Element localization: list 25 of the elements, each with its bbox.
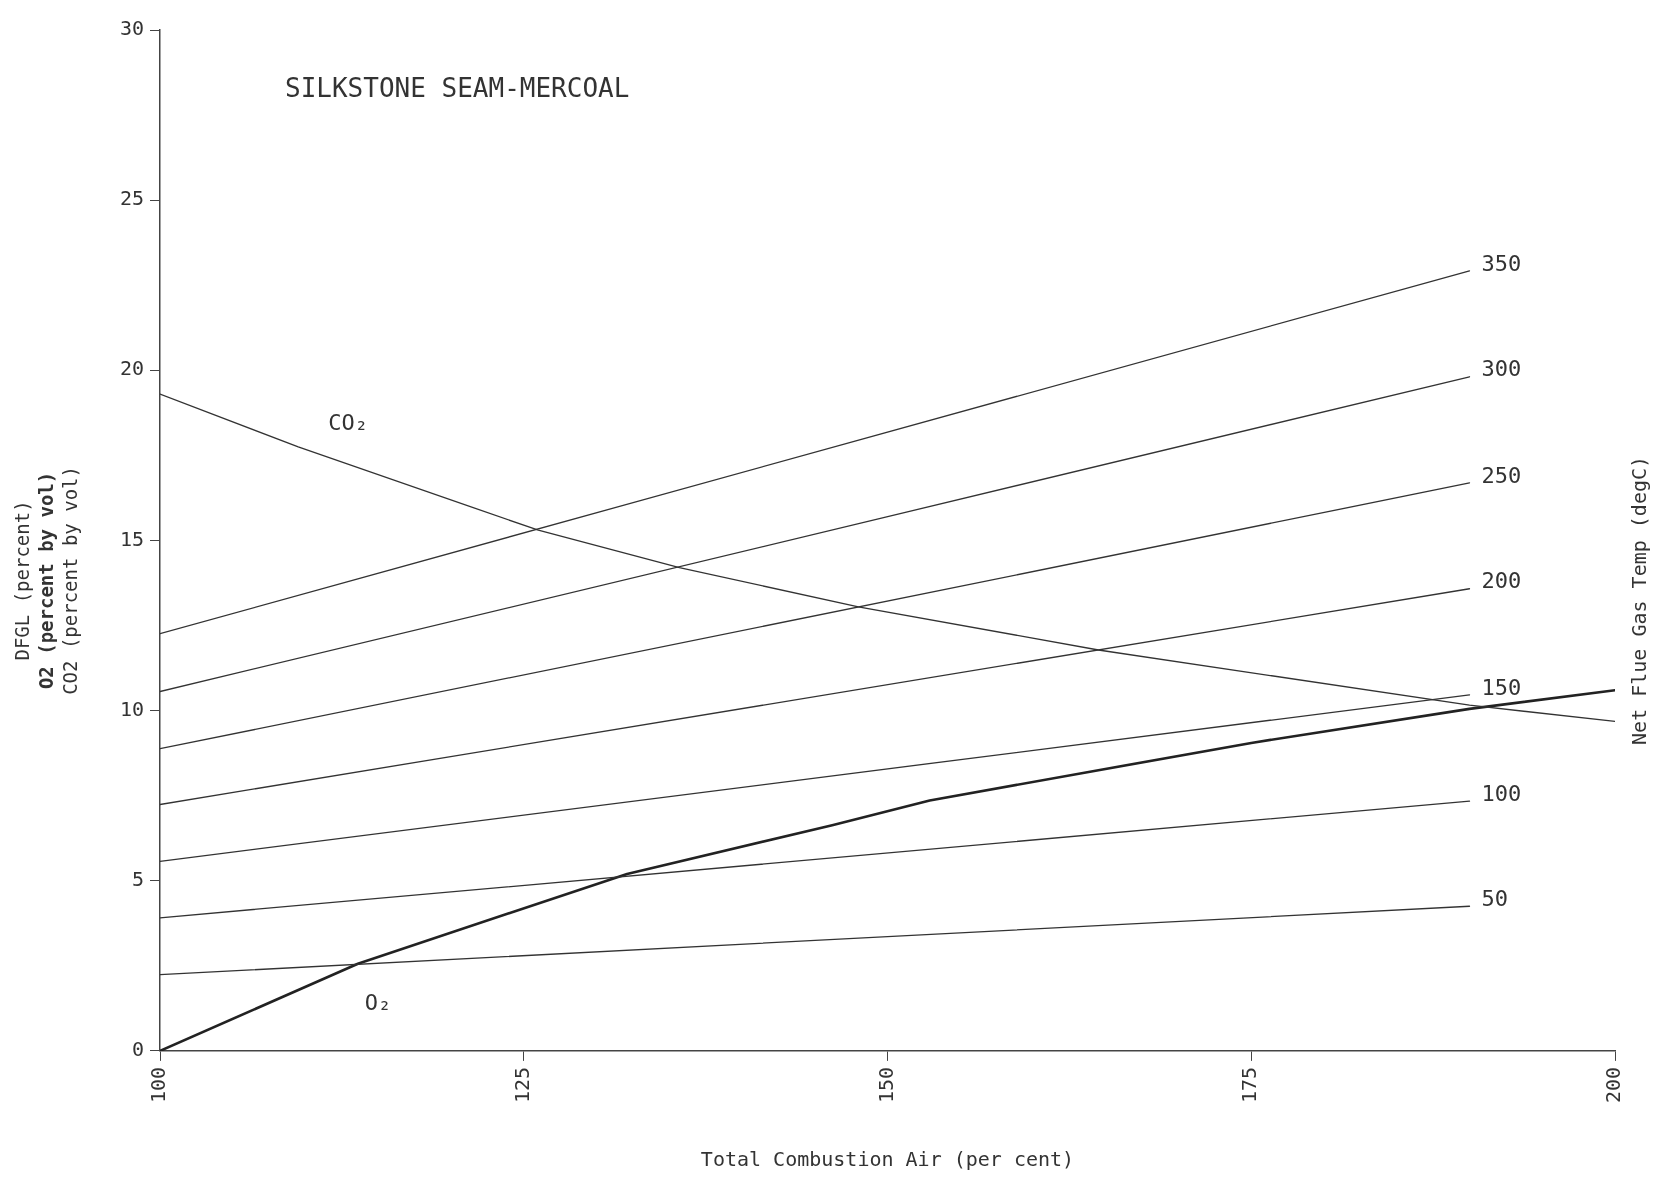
x-tick-label: 200 xyxy=(1601,1066,1626,1103)
y-axis-title: DFGL (percent) O2 (percent by vol) CO2 (percent by vol) xyxy=(10,466,81,695)
series-label: 200 xyxy=(1481,568,1522,594)
x-tick-label: 100 xyxy=(146,1066,171,1103)
x-tick-label: 175 xyxy=(1237,1066,1262,1103)
y-tick-label: 10 xyxy=(119,696,144,721)
series-label: 50 xyxy=(1481,885,1508,911)
y-tick-label: 0 xyxy=(131,1037,144,1062)
x-axis-title: Total Combustion Air (per cent) xyxy=(700,1147,1075,1172)
y2-axis-title: Net Flue Gas Temp (degC) xyxy=(1627,455,1652,745)
y-tick-label: 15 xyxy=(119,526,144,551)
series-label: 100 xyxy=(1481,780,1522,806)
y-tick-label: 25 xyxy=(119,186,144,211)
series-label: CO₂ xyxy=(328,409,369,435)
text: SILKSTONE SEAM-MERCOAL xyxy=(285,72,630,103)
series-label: 350 xyxy=(1481,250,1522,276)
series-label: 250 xyxy=(1481,462,1522,488)
series-label: 150 xyxy=(1481,674,1522,700)
y-tick-label: 20 xyxy=(119,356,144,381)
y-tick-label: 5 xyxy=(131,866,144,891)
series-label: 300 xyxy=(1481,356,1522,382)
x-tick-label: 150 xyxy=(873,1066,898,1103)
series-label: O₂ xyxy=(364,990,392,1016)
x-tick-label: 125 xyxy=(509,1066,534,1103)
y-tick-label: 30 xyxy=(119,16,144,41)
